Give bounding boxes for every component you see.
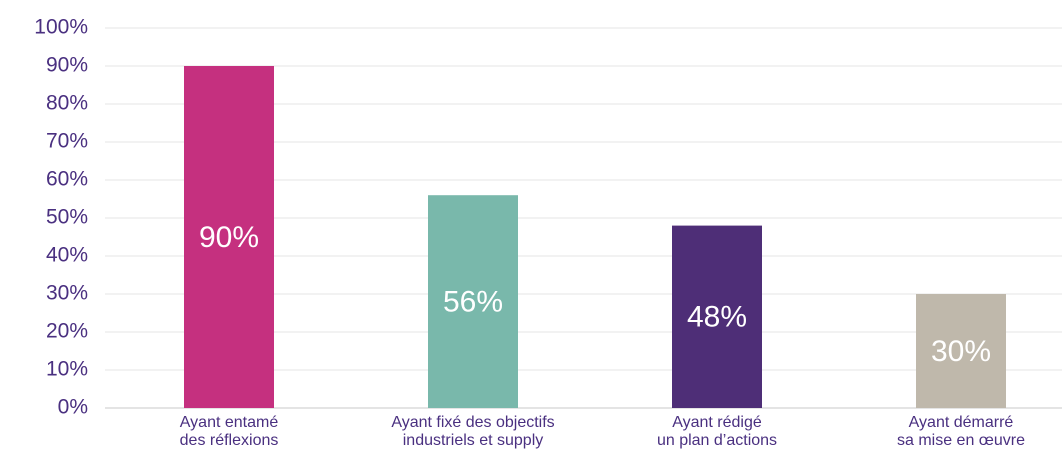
y-tick-label: 50% bbox=[46, 206, 88, 229]
x-tick-label: sa mise en œuvre bbox=[897, 432, 1025, 449]
y-tick-label: 70% bbox=[46, 130, 88, 153]
x-tick-label: industriels et supply bbox=[403, 432, 544, 449]
x-tick-label: Ayant fixé des objectifs bbox=[391, 414, 554, 431]
y-tick-label: 100% bbox=[34, 16, 88, 39]
x-tick-label: des réflexions bbox=[180, 432, 279, 449]
value-label: 30% bbox=[931, 335, 991, 368]
y-tick-label: 80% bbox=[46, 92, 88, 115]
bar bbox=[184, 66, 274, 408]
y-tick-label: 60% bbox=[46, 168, 88, 191]
y-tick-label: 10% bbox=[46, 358, 88, 381]
y-tick-label: 40% bbox=[46, 244, 88, 267]
y-tick-label: 0% bbox=[58, 396, 88, 419]
bar bbox=[428, 195, 518, 408]
y-tick-label: 90% bbox=[46, 54, 88, 77]
value-label: 48% bbox=[687, 301, 747, 334]
bar bbox=[916, 294, 1006, 408]
value-label: 56% bbox=[443, 286, 503, 319]
y-tick-label: 20% bbox=[46, 320, 88, 343]
bar bbox=[672, 225, 762, 408]
value-label: 90% bbox=[199, 221, 259, 254]
x-tick-label: Ayant entamé bbox=[180, 414, 279, 431]
x-tick-label: Ayant démarré bbox=[909, 414, 1014, 431]
x-tick-label: un plan d’actions bbox=[657, 432, 777, 449]
x-tick-label: Ayant rédigé bbox=[672, 414, 762, 431]
y-tick-label: 30% bbox=[46, 282, 88, 305]
